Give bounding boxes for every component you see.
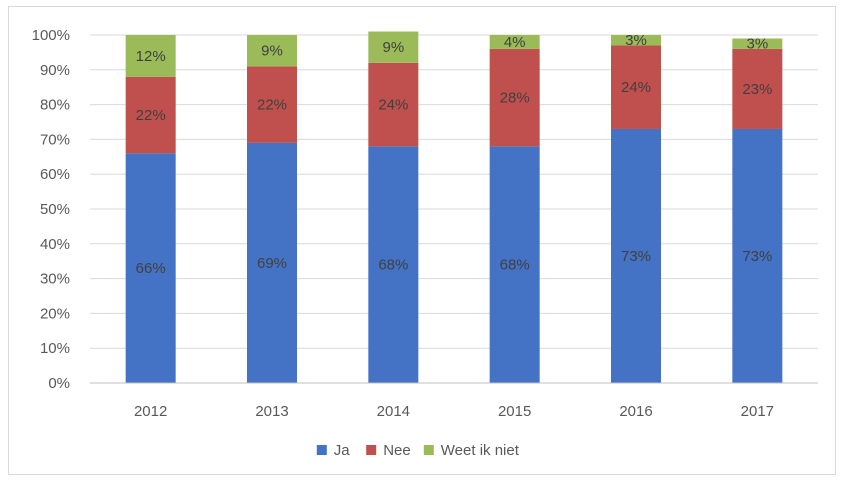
bar-segment-ja (611, 128, 661, 383)
legend-swatch (316, 445, 327, 455)
y-tick-label: 90% (40, 62, 70, 79)
data-label: 24% (378, 97, 408, 114)
y-tick-label: 30% (40, 271, 70, 288)
x-tick-label: 2013 (255, 403, 288, 420)
x-tick-label: 2015 (498, 403, 531, 420)
legend[interactable]: Ja Nee Weet ik niet (316, 442, 520, 459)
bar-segment-weet-ik-niet (611, 35, 661, 46)
data-label: 66% (136, 260, 166, 277)
bar-segment-nee (489, 48, 540, 147)
data-label: 3% (625, 32, 647, 49)
data-label: 73% (742, 248, 772, 265)
bar-segment-weet-ik-niet (489, 35, 540, 49)
y-tick-label: 60% (40, 166, 70, 183)
data-label: 22% (136, 107, 166, 124)
legend-label: Nee (383, 442, 411, 459)
data-label: 3% (746, 36, 768, 53)
bar-segment-nee (732, 48, 783, 129)
legend-item-nee[interactable]: Nee (366, 442, 411, 459)
x-tick-label: 2017 (741, 403, 774, 420)
bar-segment-weet-ik-niet (368, 31, 419, 63)
y-tick-label: 40% (40, 236, 70, 253)
data-label: 68% (500, 257, 530, 274)
bar-segment-ja (732, 128, 783, 383)
data-label: 69% (257, 255, 287, 272)
y-tick-label: 100% (32, 27, 70, 44)
data-label: 9% (382, 39, 404, 56)
y-tick-label: 20% (40, 305, 70, 322)
data-label: 23% (742, 81, 772, 98)
y-tick-label: 50% (40, 201, 70, 218)
bar-segment-nee (125, 76, 176, 154)
data-label: 4% (504, 34, 526, 51)
data-label: 68% (378, 257, 408, 274)
bar-segment-ja (489, 146, 540, 383)
legend-item-ja[interactable]: Ja (316, 442, 351, 459)
bar-segment-ja (247, 142, 297, 383)
bar-segment-nee (247, 66, 297, 143)
x-axis: 2012 2013 2014 2015 2016 2017 (90, 382, 818, 420)
bars: 66% 22% 12% 69% 22% 9% 68% 24% 9% 68% 28% 4% 73% 24% 3… (125, 31, 783, 383)
y-tick-label: 10% (40, 340, 70, 357)
legend-swatch (366, 445, 377, 455)
bar-segment-nee (368, 62, 419, 147)
y-axis: 0% 10% 20% 30% 40% 50% 60% 70% 80% 90% 100% (32, 27, 70, 392)
legend-swatch (423, 445, 434, 455)
data-label: 9% (261, 43, 283, 60)
bar-segment-nee (611, 45, 661, 129)
y-tick-label: 80% (40, 97, 70, 114)
x-tick-label: 2016 (619, 403, 652, 420)
gridlines (90, 34, 818, 384)
bar-segment-ja (125, 153, 176, 383)
data-label: 24% (621, 79, 651, 96)
data-label: 12% (136, 48, 166, 65)
y-tick-label: 70% (40, 131, 70, 148)
data-label: 28% (500, 90, 530, 107)
y-tick-label: 0% (48, 375, 70, 392)
legend-label: Ja (334, 442, 351, 459)
bar-segment-weet-ik-niet (247, 35, 297, 67)
bar-segment-ja (368, 146, 419, 383)
x-tick-label: 2014 (377, 403, 410, 420)
bar-segment-weet-ik-niet (125, 35, 176, 77)
legend-item-weet-ik-niet[interactable]: Weet ik niet (423, 442, 520, 459)
x-tick-label: 2012 (134, 403, 167, 420)
legend-label: Weet ik niet (441, 442, 520, 459)
data-label: 22% (257, 97, 287, 114)
data-label: 73% (621, 248, 651, 265)
bar-segment-weet-ik-niet (732, 38, 783, 49)
